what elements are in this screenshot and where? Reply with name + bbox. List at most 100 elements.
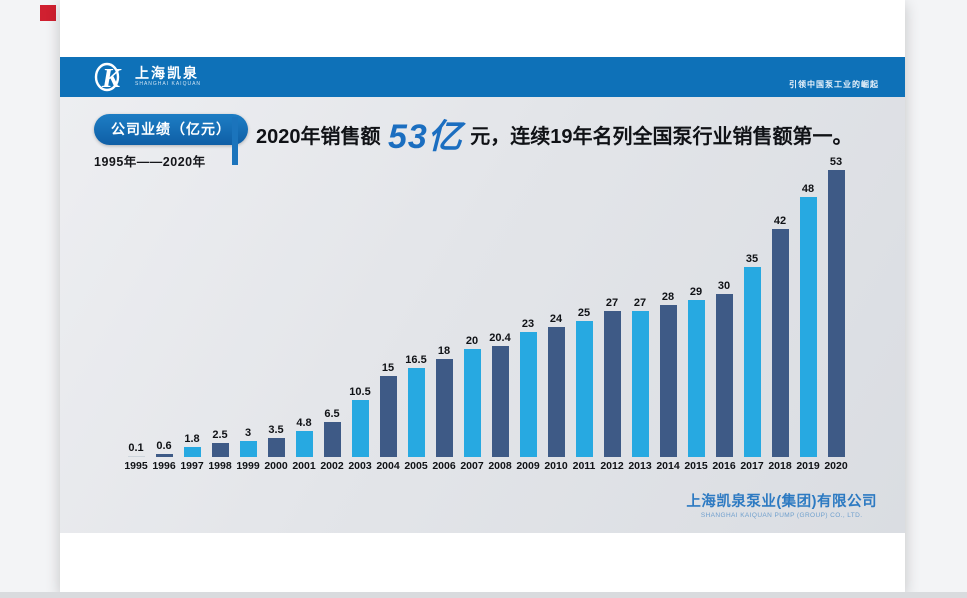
company-logo: K 上海凯泉 SHANGHAI KAIQUAN — [94, 61, 201, 93]
year-label-1996: 1996 — [152, 460, 176, 472]
bar-2007 — [463, 349, 481, 457]
bar-value-2013: 27 — [633, 297, 647, 309]
year-label-2004: 2004 — [376, 460, 400, 472]
year-label-2003: 2003 — [348, 460, 372, 472]
bar-value-2004: 15 — [381, 362, 395, 374]
year-label-2009: 2009 — [516, 460, 540, 472]
bar-value-2002: 6.5 — [324, 408, 340, 420]
bar-value-1995: 0.1 — [128, 442, 144, 454]
year-label-2001: 2001 — [292, 460, 316, 472]
year-label-2018: 2018 — [768, 460, 792, 472]
bar-value-2017: 35 — [745, 253, 759, 265]
headline-suffix: 元，连续19年名列全国泵行业销售额第一。 — [470, 126, 853, 148]
year-label-2008: 2008 — [488, 460, 512, 472]
bar-2005 — [407, 368, 425, 457]
year-label-2002: 2002 — [320, 460, 344, 472]
bar-2018 — [771, 229, 789, 457]
year-label-2005: 2005 — [404, 460, 428, 472]
slide-header-bar: K 上海凯泉 SHANGHAI KAIQUAN 引领中国泵工业的崛起 — [60, 57, 905, 97]
bar-2002 — [323, 422, 341, 457]
slide-body: 公司业绩（亿元） 1995年——2020年 2020年销售额 53亿 元，连续1… — [60, 97, 905, 533]
company-signature: 上海凯泉泵业(集团)有限公司 SHANGHAI KAIQUAN PUMP (GR… — [686, 490, 877, 519]
year-label-1998: 1998 — [208, 460, 232, 472]
bar-value-2005: 16.5 — [405, 354, 427, 366]
bar-value-2015: 29 — [689, 286, 703, 298]
performance-badge: 公司业绩（亿元） — [94, 114, 248, 145]
bar-value-2010: 24 — [549, 313, 563, 325]
bar-2008 — [491, 346, 509, 457]
logo-text-cn: 上海凯泉 — [135, 65, 199, 81]
bar-value-2008: 20.4 — [489, 332, 511, 344]
logo-text: 上海凯泉 SHANGHAI KAIQUAN — [135, 66, 201, 88]
bar-2017 — [743, 267, 761, 457]
year-label-1995: 1995 — [124, 460, 148, 472]
bar-2015 — [687, 300, 705, 457]
bar-value-2009: 23 — [521, 318, 535, 330]
bar-value-2020: 53 — [829, 156, 843, 168]
bar-value-1998: 2.5 — [212, 429, 228, 441]
year-label-2020: 2020 — [824, 460, 848, 472]
bar-1996 — [155, 454, 173, 457]
year-label-2016: 2016 — [712, 460, 736, 472]
bar-2016 — [715, 294, 733, 457]
bar-value-1997: 1.8 — [184, 433, 200, 445]
logo-text-en: SHANGHAI KAIQUAN — [135, 81, 202, 87]
bar-1997 — [183, 447, 201, 457]
kaiquan-logo-icon: K — [94, 62, 122, 93]
year-label-2014: 2014 — [656, 460, 680, 472]
bar-value-2016: 30 — [717, 280, 731, 292]
year-label-2019: 2019 — [796, 460, 820, 472]
company-name-en: SHANGHAI KAIQUAN PUMP (GROUP) CO., LTD. — [700, 512, 863, 519]
bar-1998 — [211, 443, 229, 457]
bar-value-2011: 25 — [577, 307, 591, 319]
year-label-1997: 1997 — [180, 460, 204, 472]
bar-value-2018: 42 — [773, 215, 787, 227]
bar-value-1996: 0.6 — [156, 440, 172, 452]
bar-2020 — [827, 170, 845, 457]
year-range-label: 1995年——2020年 — [94, 155, 206, 169]
bar-2006 — [435, 359, 453, 457]
bar-value-2007: 20 — [465, 335, 479, 347]
bar-2019 — [799, 197, 817, 457]
bar-chart: 0.1 1995 0.6 1996 1.8 1997 2.5 1998 3 1999 3.5 2000… — [60, 97, 905, 533]
year-label-2011: 2011 — [572, 460, 596, 472]
bar-value-2000: 3.5 — [268, 424, 284, 436]
bar-2009 — [519, 332, 537, 457]
bar-2003 — [351, 400, 369, 457]
bar-2001 — [295, 431, 313, 457]
bar-1999 — [239, 441, 257, 457]
header-slogan: 引领中国泵工业的崛起 — [789, 80, 879, 89]
year-label-2012: 2012 — [600, 460, 624, 472]
year-label-2007: 2007 — [460, 460, 484, 472]
year-label-2000: 2000 — [264, 460, 288, 472]
bar-2013 — [631, 311, 649, 457]
red-marker-icon — [40, 5, 56, 21]
bar-2000 — [267, 438, 285, 457]
bar-1995 — [127, 456, 145, 457]
slide-canvas: K 上海凯泉 SHANGHAI KAIQUAN 引领中国泵工业的崛起 公司业绩（… — [60, 0, 905, 592]
year-label-2010: 2010 — [544, 460, 568, 472]
bar-2014 — [659, 305, 677, 457]
bar-2004 — [379, 376, 397, 457]
bar-value-2001: 4.8 — [296, 417, 312, 429]
year-label-2017: 2017 — [740, 460, 764, 472]
bar-value-2014: 28 — [661, 291, 675, 303]
bar-value-2006: 18 — [437, 345, 451, 357]
bar-value-1999: 3 — [244, 427, 252, 439]
headline-prefix: 2020年销售额 — [256, 126, 381, 148]
bar-value-2012: 27 — [605, 297, 619, 309]
title-divider-bar — [232, 117, 238, 165]
bar-2011 — [575, 321, 593, 457]
page-bottom-strip — [0, 592, 967, 598]
svg-text:K: K — [101, 63, 122, 93]
bar-2010 — [547, 327, 565, 457]
bar-2012 — [603, 311, 621, 457]
headline: 2020年销售额 53亿 元，连续19年名列全国泵行业销售额第一。 — [256, 113, 852, 161]
bar-value-2003: 10.5 — [349, 386, 371, 398]
year-label-2006: 2006 — [432, 460, 456, 472]
year-label-1999: 1999 — [236, 460, 260, 472]
headline-highlight: 53亿 — [387, 118, 463, 156]
year-label-2013: 2013 — [628, 460, 652, 472]
company-name-cn: 上海凯泉泵业(集团)有限公司 — [686, 494, 877, 510]
